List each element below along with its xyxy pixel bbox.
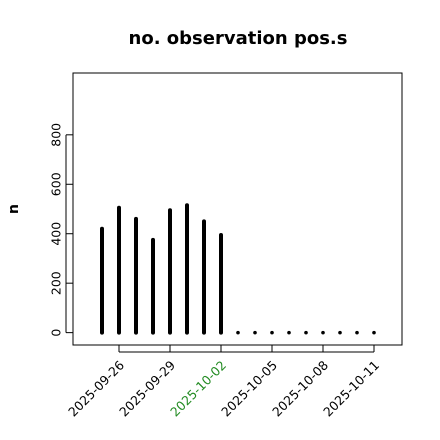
bar-zero-point <box>372 330 376 335</box>
y-axis-label: n <box>6 204 22 214</box>
bar-zero-point <box>253 330 257 335</box>
y-tick-label: 400 <box>49 222 64 246</box>
y-tick-label: 600 <box>49 172 64 196</box>
bar-zero-point <box>355 330 359 335</box>
bar-zero-point <box>338 330 342 335</box>
bar-zero-point <box>287 330 291 335</box>
bar-zero-point <box>304 330 308 335</box>
y-tick-label: 800 <box>49 123 64 147</box>
chart-title: no. observation pos.s <box>129 28 348 49</box>
bars <box>100 203 376 335</box>
bar-zero-point <box>321 330 325 335</box>
y-tick-label: 0 <box>49 329 64 337</box>
y-axis: 0 200 400 600 800 <box>49 123 73 337</box>
x-axis: 2025-09-262025-09-292025-10-022025-10-05… <box>65 345 382 419</box>
bar-zero-point <box>236 330 240 335</box>
bar-zero-point <box>270 330 274 335</box>
y-tick-label: 200 <box>49 271 64 295</box>
plot-frame <box>72 72 403 346</box>
